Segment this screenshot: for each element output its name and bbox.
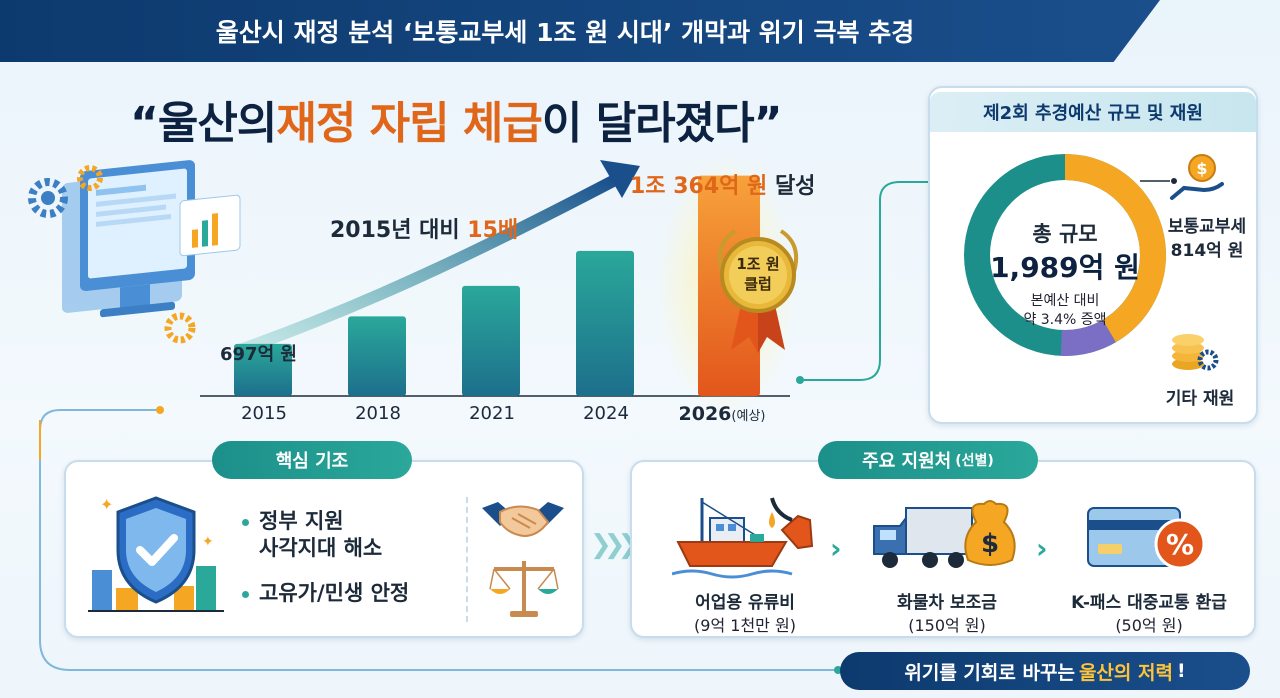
core-item-2: 고유가/민생 안정	[242, 580, 409, 607]
chevron-right-icon-2: ›	[1036, 532, 1048, 565]
support-item-3-name: K-패스 대중교통 환급	[1071, 593, 1227, 613]
bar-2021	[462, 285, 520, 396]
year-label-2024: 2024	[583, 403, 629, 424]
headline-part2: 이 달라졌다”	[541, 98, 783, 149]
support-item-1-name: 어업용 유류비	[695, 593, 795, 613]
footer-accent: 울산의 저력	[1078, 661, 1173, 684]
year-label-2026: 2026(예상)	[662, 403, 782, 425]
budget-donut-chart	[964, 154, 1166, 356]
banner-title: 울산시 재정 분석 ‘보통교부세 1조 원 시대’ 개막과 위기 극복 추경	[215, 18, 915, 47]
year-2026: 2026	[678, 403, 732, 425]
legend-main-value: 814억 원	[1170, 241, 1244, 261]
core-item-1-line1: 정부 지원	[259, 509, 344, 533]
medal-line1: 1조 원	[736, 255, 780, 273]
core-item-1: 정부 지원 사각지대 해소	[242, 508, 382, 562]
year-2026-note: (예상)	[731, 409, 766, 424]
budget-title: 제2회 추경예산 규모 및 재원	[930, 92, 1256, 132]
footer-part2: !	[1176, 660, 1186, 682]
trend-arrowhead	[600, 160, 640, 198]
year-label-2021: 2021	[469, 403, 515, 424]
comparison-accent: 15배	[467, 218, 519, 243]
first-bar-value: 697억 원	[220, 344, 297, 365]
comparison-label: 2015년 대비 15배	[330, 212, 518, 244]
legend-connector-main	[1140, 178, 1177, 184]
budget-note-line2: 약 3.4% 증액	[1023, 312, 1107, 328]
support-title-text: 주요 지원처	[862, 451, 952, 472]
trend-arrow	[234, 174, 621, 356]
svg-text:✦: ✦	[100, 495, 113, 514]
core-item-2-text: 고유가/민생 안정	[259, 581, 410, 605]
bar-2018	[348, 316, 406, 396]
money-hand-icon: $	[1170, 154, 1224, 200]
support-item-2-name: 화물차 보조금	[897, 593, 997, 613]
medal-icon	[718, 229, 798, 353]
headline-part1: “울산의	[130, 98, 277, 149]
bar-2015	[234, 343, 292, 396]
svg-text:%: %	[1166, 528, 1194, 561]
card-icon: %	[1087, 507, 1206, 570]
support-item-1-amount: (9억 1천만 원)	[694, 616, 796, 635]
core-divider	[466, 497, 468, 622]
budget-note-line1: 본예산 대비	[1030, 293, 1100, 309]
coins-gear-icon	[1172, 334, 1219, 371]
svg-text:$: $	[1196, 159, 1207, 178]
growth-bar-chart	[200, 155, 797, 416]
legend-main-name: 보통교부세	[1167, 217, 1247, 237]
medal-line2: 클럽	[744, 275, 772, 293]
flow-arrows-icon: ❯❯❯	[590, 530, 639, 560]
budget-note: 본예산 대비 약 3.4% 증액	[990, 292, 1140, 330]
support-item-2-amount: (150억 원)	[908, 616, 986, 635]
achievement-accent: 1조 364억 원	[630, 174, 768, 199]
support-item-3-amount: (50억 원)	[1115, 616, 1183, 635]
achievement-suffix: 달성	[767, 174, 816, 199]
donut-segment-other	[964, 154, 1166, 356]
legend-other-name: 기타 재원	[1165, 389, 1235, 409]
year-label-2018: 2018	[355, 403, 401, 424]
svg-text:✦: ✦	[202, 534, 214, 550]
budget-total-value: 1,989억 원	[990, 251, 1140, 284]
balance-scale-icon	[489, 561, 559, 617]
top-banner: 울산시 재정 분석 ‘보통교부세 1조 원 시대’ 개막과 위기 극복 추경	[0, 0, 1160, 62]
handshake-icon	[482, 502, 564, 538]
comparison-prefix: 2015년 대비	[330, 218, 468, 243]
bullet-icon	[242, 590, 249, 598]
support-title-note: (선별)	[955, 453, 994, 469]
year-label-2015: 2015	[241, 403, 287, 424]
core-item-1-line2: 사각지대 해소	[259, 536, 383, 560]
chevron-right-icon: ›	[830, 532, 842, 565]
bar-2024	[576, 250, 634, 396]
svg-text:$: $	[981, 529, 999, 559]
truck-icon: $	[873, 500, 1016, 568]
headline-accent: 재정 자립 체급	[276, 98, 543, 149]
bullet-icon	[242, 518, 249, 526]
computer-illustration-icon	[28, 160, 241, 344]
support-title: 주요 지원처 (선별)	[818, 441, 1038, 479]
donut-segment-main	[964, 154, 1166, 356]
shield-check-icon: ✦ ✦	[88, 495, 224, 612]
headline: “울산의 재정 자립 체급 이 달라졌다”	[130, 84, 830, 154]
footer-part1: 위기를 기회로 바꾸는	[904, 661, 1075, 684]
medal-text: 1조 원 클럽	[723, 254, 793, 294]
achievement-label: 1조 364억 원 달성	[630, 168, 815, 200]
budget-total-label: 총 규모	[1032, 222, 1098, 246]
fishing-boat-icon	[672, 497, 814, 579]
footer-slogan: 위기를 기회로 바꾸는 울산의 저력!	[840, 652, 1250, 690]
core-title: 핵심 기조	[212, 441, 412, 479]
